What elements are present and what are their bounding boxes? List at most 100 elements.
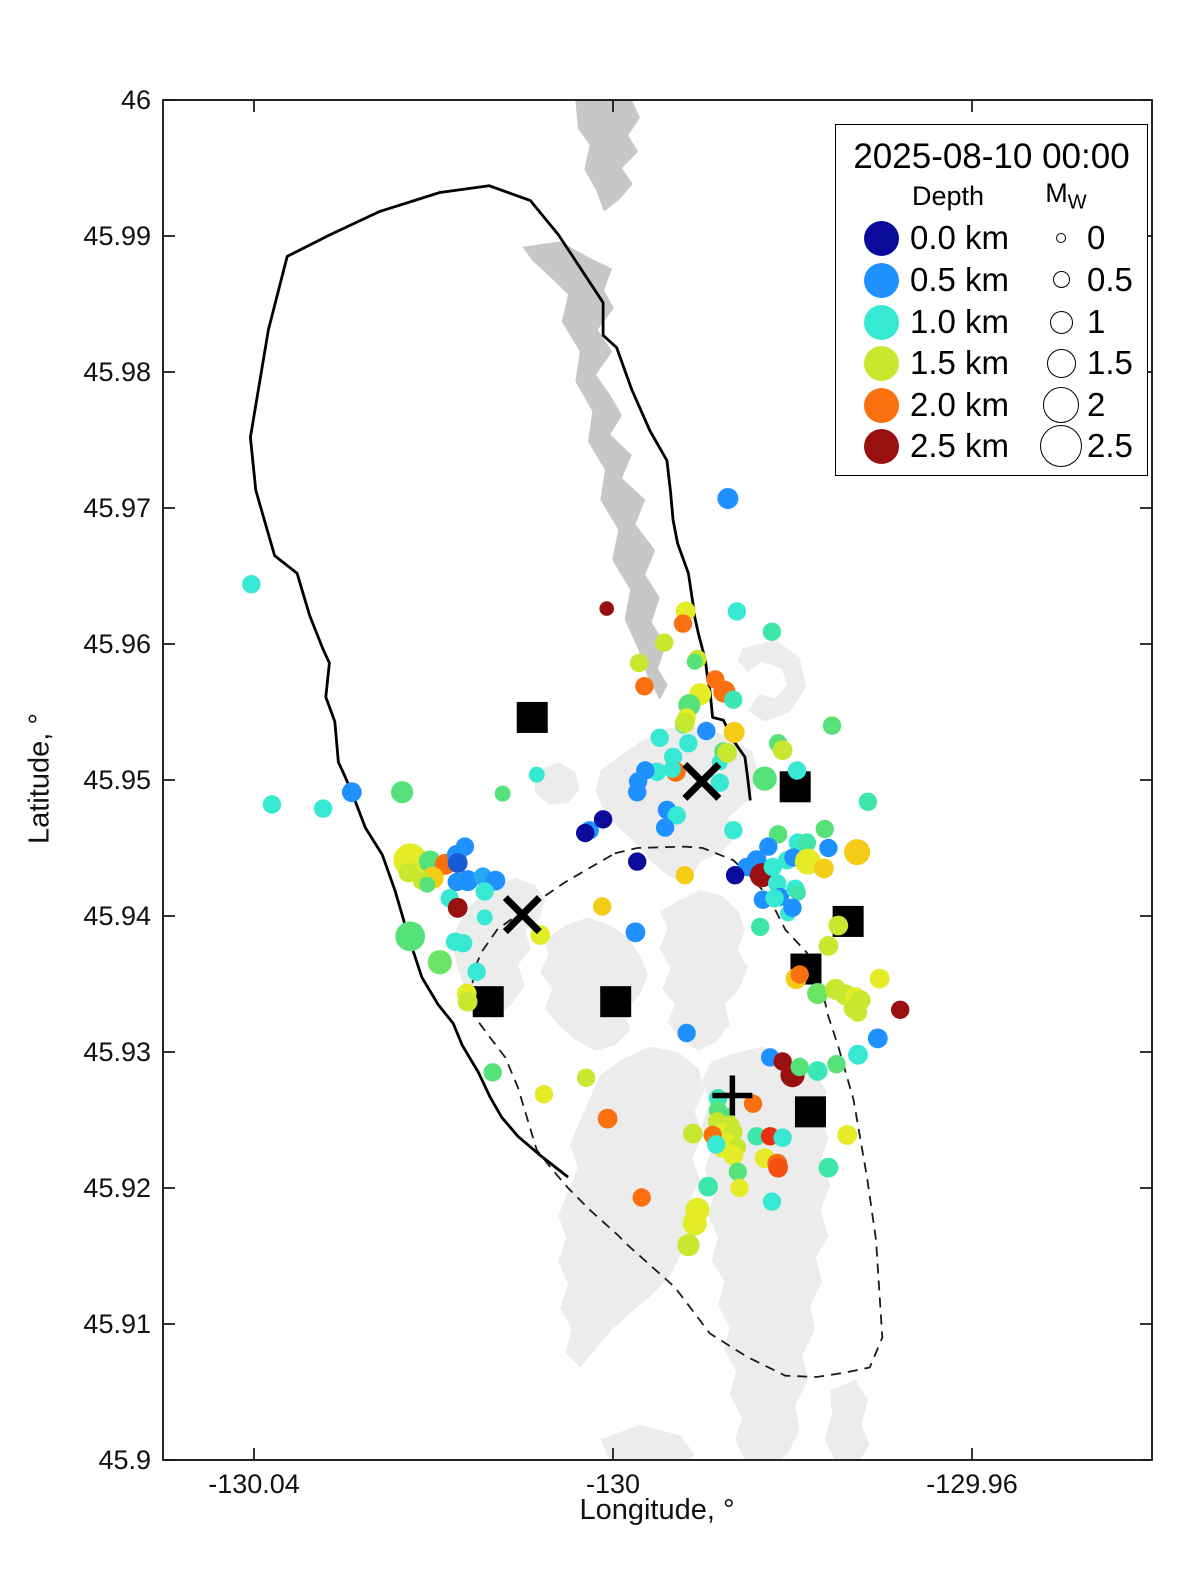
land-shape-dark: [522, 241, 668, 700]
earthquake-dot: [663, 760, 681, 778]
earthquake-dot: [599, 601, 614, 616]
earthquake-dot: [419, 876, 436, 893]
earthquake-dot: [447, 853, 468, 873]
mw-ring-cell: [1039, 229, 1083, 247]
y-tick-label: 46: [121, 85, 151, 115]
mw-size-ring: [1056, 232, 1066, 243]
earthquake-dot: [675, 866, 694, 885]
legend-depth-header: Depth: [911, 181, 985, 211]
earthquake-dot: [763, 857, 782, 877]
earthquake-dot: [447, 897, 468, 918]
mw-ring-cell: [1039, 271, 1083, 289]
earthquake-dot: [789, 884, 806, 901]
earthquake-dot: [674, 713, 695, 733]
earthquake-dot: [313, 799, 333, 818]
depth-color-swatch: [864, 262, 899, 298]
station-square: [516, 701, 548, 733]
earthquake-dot: [655, 818, 675, 837]
earthquake-dot: [727, 602, 747, 621]
land-shape-light: [659, 890, 748, 1051]
mw-size-ring: [1043, 387, 1079, 423]
earthquake-dot: [717, 488, 739, 509]
depth-item-label: 0.0 km: [910, 219, 1010, 256]
earthquake-dot: [677, 1023, 696, 1043]
earthquake-dot: [759, 837, 778, 856]
earthquake-dot: [724, 690, 743, 709]
mw-item-label: 0: [1087, 219, 1106, 256]
earthquake-dot: [814, 858, 834, 879]
earthquake-dot: [341, 782, 362, 803]
earthquake-dot: [867, 1028, 888, 1049]
land-shape-light: [540, 917, 648, 1051]
earthquake-dot: [683, 1123, 703, 1144]
x-marker: [682, 761, 722, 801]
earthquake-dot: [455, 837, 475, 856]
earthquake-dot: [655, 633, 674, 652]
legend-mw-item: 1: [1039, 301, 1105, 343]
earthquake-dot: [593, 810, 613, 829]
earthquake-dot: [453, 934, 473, 953]
earthquake-dot: [797, 833, 817, 852]
earthquake-dot: [848, 1044, 868, 1065]
earthquake-dot: [667, 806, 686, 825]
earthquake-dot: [534, 1085, 554, 1104]
earthquake-dot: [725, 866, 745, 885]
legend-depth-item: 2.5 km: [864, 425, 1009, 467]
y-tick-label: 45.98: [83, 357, 151, 387]
earthquake-dot: [848, 1003, 868, 1022]
earthquake-dot: [822, 716, 842, 735]
station-square: [600, 986, 632, 1018]
mw-item-label: 2.5: [1087, 427, 1133, 464]
earthquake-dot: [787, 761, 807, 780]
y-axis-title: Latitude, °: [23, 713, 56, 844]
mw-item-label: 0.5: [1087, 261, 1133, 298]
earthquake-dot: [818, 936, 839, 956]
y-tick-label: 45.92: [83, 1173, 151, 1203]
legend-mw-item: 2.5: [1039, 425, 1133, 467]
legend-mw-header: MW: [1031, 178, 1101, 214]
earthquake-dot: [635, 677, 654, 696]
legend-mw-item: 2: [1039, 384, 1105, 426]
land-shape-light: [600, 1424, 695, 1460]
earthquake-dot: [686, 653, 703, 670]
depth-color-swatch: [864, 345, 899, 381]
earthquake-dot: [476, 909, 493, 926]
mw-size-ring: [1046, 348, 1076, 378]
earthquake-dot: [632, 1188, 651, 1207]
earthquake-dot: [772, 740, 793, 760]
x-tick-label: -129.96: [926, 1469, 1018, 1499]
legend-mw-main: M: [1045, 178, 1068, 208]
depth-color-swatch: [864, 304, 899, 340]
mw-ring-cell: [1039, 387, 1083, 423]
earthquake-dot: [747, 1127, 766, 1146]
y-tick-label: 45.9: [98, 1445, 151, 1475]
plot-content: [242, 100, 910, 1460]
y-tick-label: 45.94: [83, 901, 151, 931]
earthquake-dot: [628, 852, 647, 871]
earthquake-dot: [891, 1000, 910, 1019]
station-square: [472, 986, 504, 1018]
earthquake-dot: [844, 839, 871, 866]
earthquake-dot: [827, 1055, 846, 1074]
depth-color-swatch: [864, 387, 899, 423]
depth-item-label: 1.5 km: [910, 344, 1010, 381]
earthquake-dot: [724, 821, 743, 840]
legend-mw-sub: W: [1067, 191, 1087, 214]
station-square: [794, 1096, 826, 1128]
earthquake-dot: [828, 915, 849, 936]
land-shape-light: [534, 762, 580, 805]
earthquake-dot: [773, 1128, 792, 1147]
legend-depth-item: 2.0 km: [864, 384, 1009, 426]
earthquake-dot: [815, 819, 834, 839]
legend-box: 2025-08-10 00:00 Depth MW 0.0 km 0.5 km 1.…: [835, 124, 1148, 476]
land-shape-light: [824, 1379, 870, 1460]
earthquake-dot: [752, 766, 777, 791]
y-tick-label: 45.97: [83, 493, 151, 523]
earthquake-dot: [467, 962, 486, 981]
earthquake-dot: [728, 1162, 747, 1181]
mw-size-ring: [1049, 310, 1073, 334]
earthquake-dot: [762, 622, 782, 641]
depth-color-swatch: [864, 220, 899, 256]
earthquake-dot: [768, 1157, 788, 1178]
y-tick-label: 45.96: [83, 629, 151, 659]
